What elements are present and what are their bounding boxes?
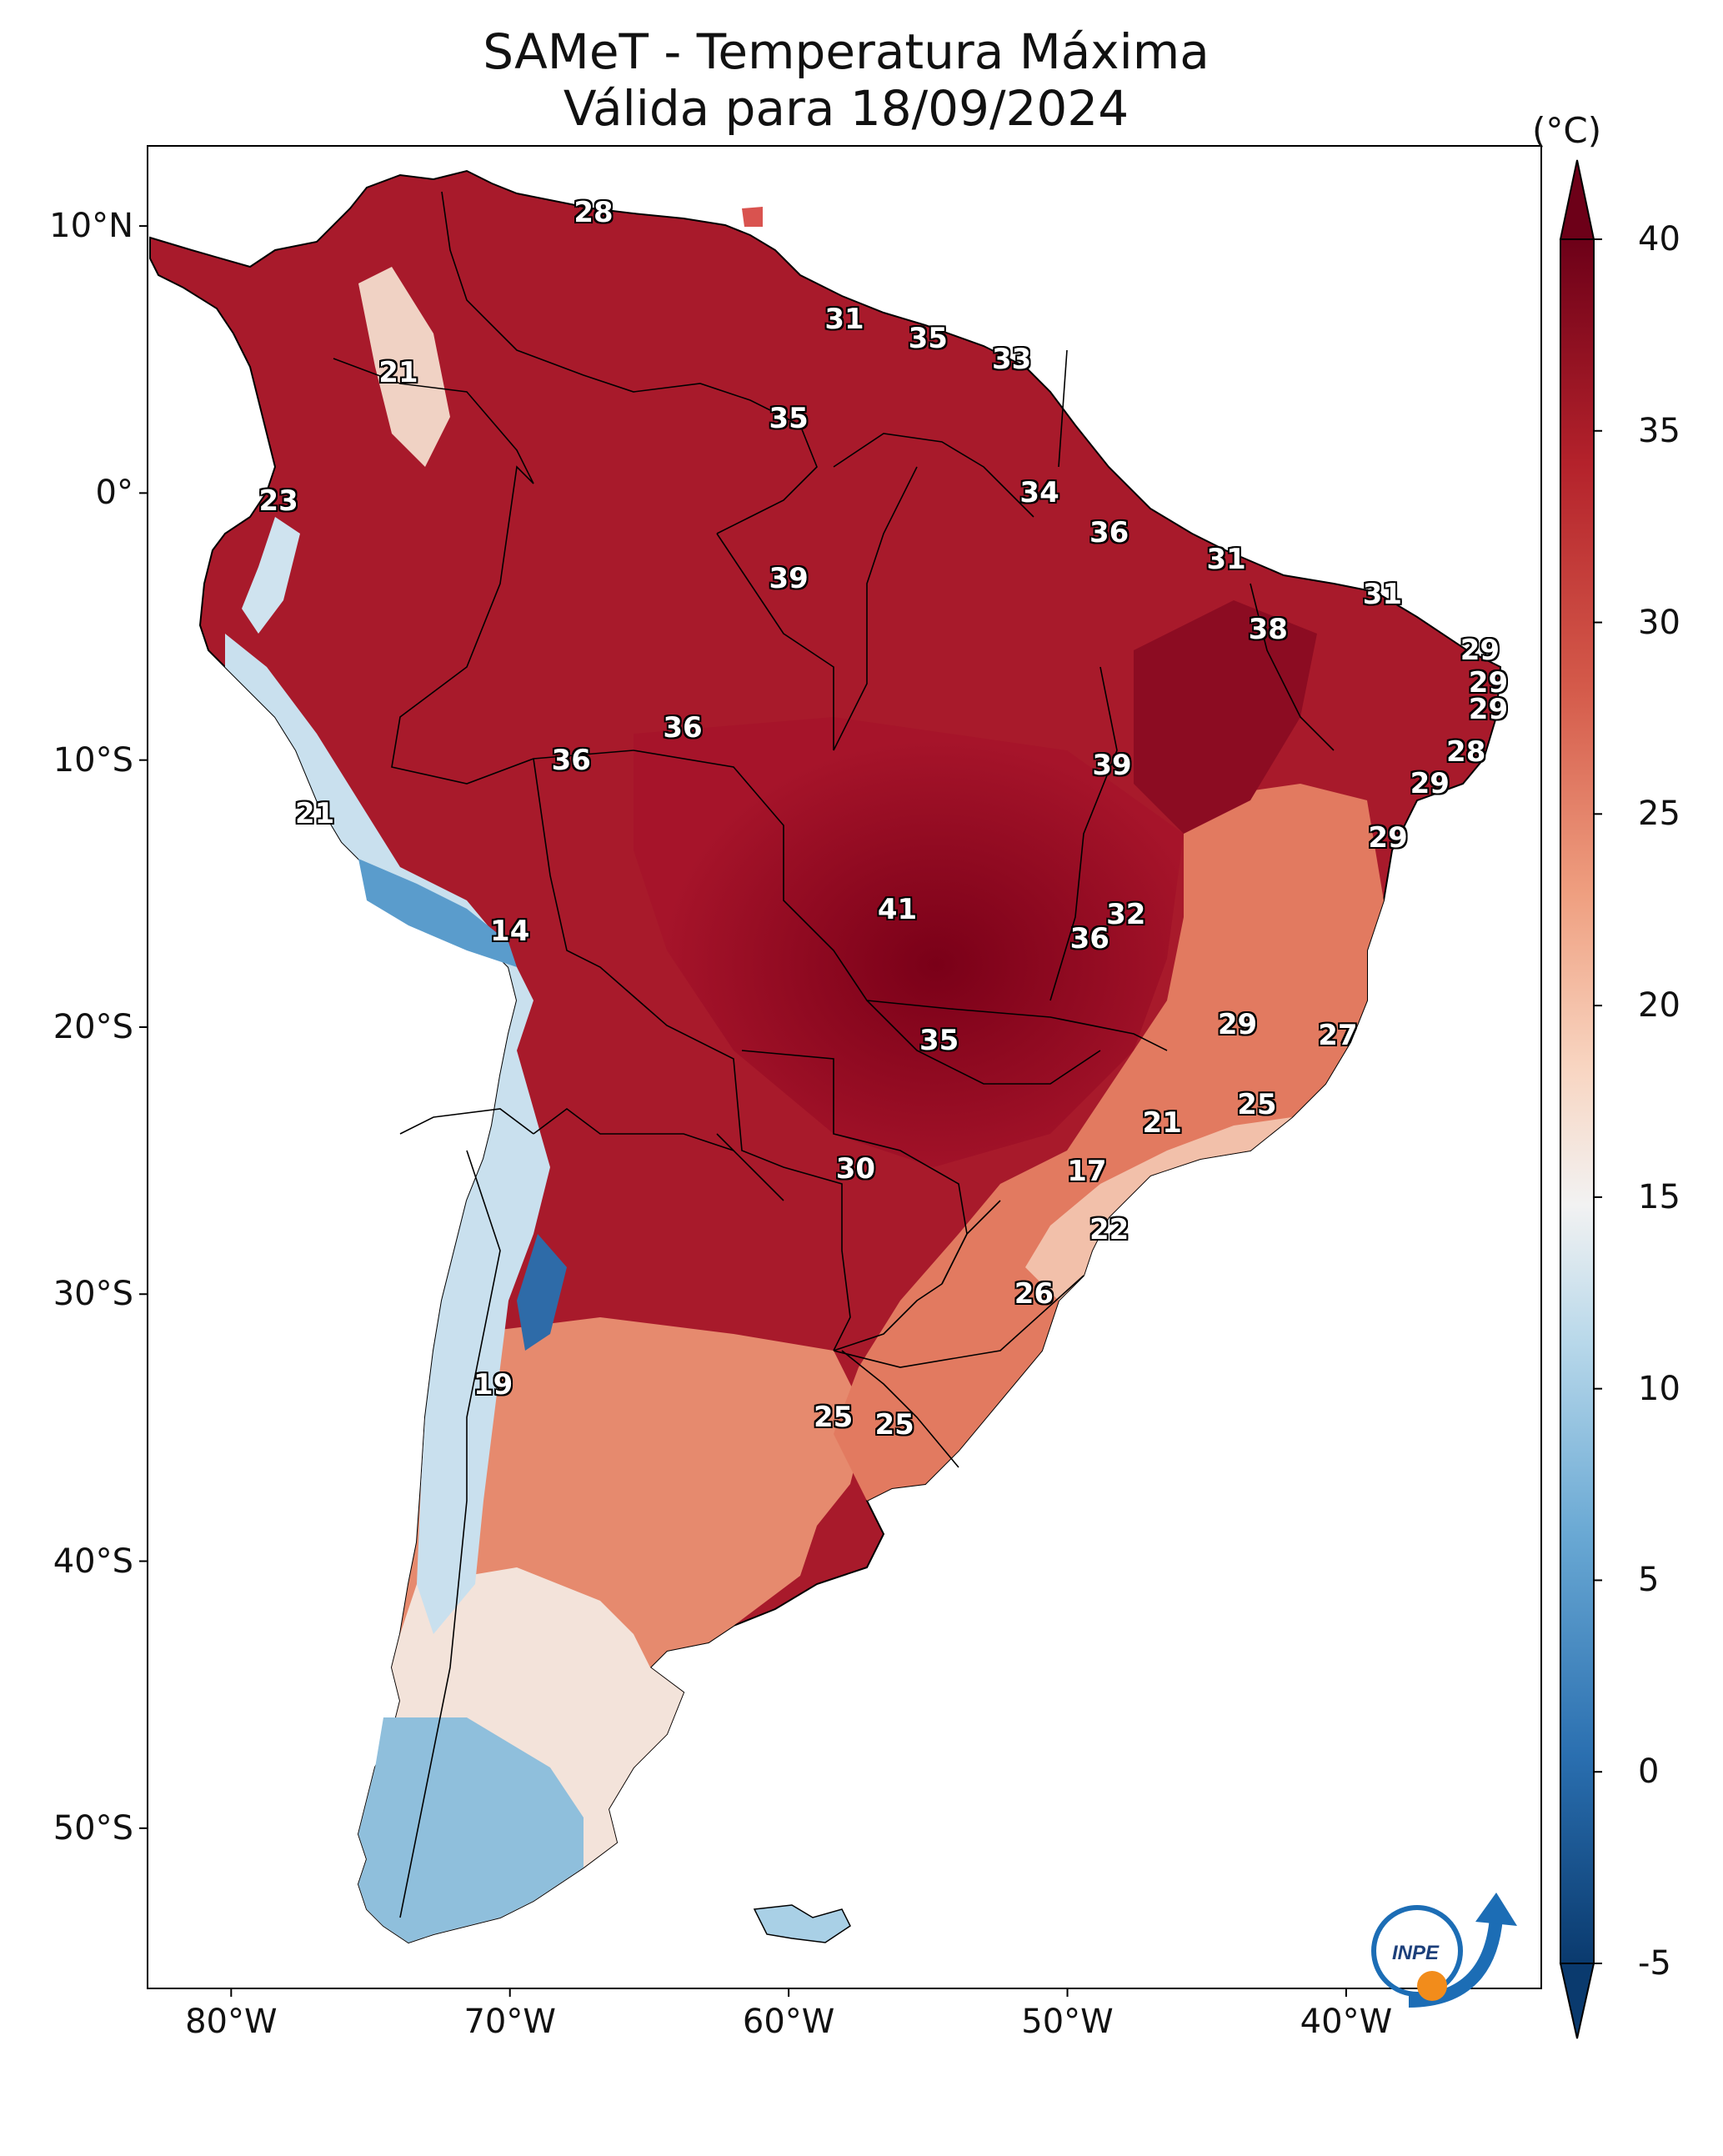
station-temperature-label: 23 (258, 484, 298, 518)
region-hot-core (634, 717, 1184, 1167)
colorbar-tick-label: 25 (1638, 795, 1680, 834)
station-temperature-label: 36 (663, 711, 703, 745)
lon-tick-label: 40°W (1300, 2003, 1393, 2041)
station-temperature-label: 29 (1410, 767, 1450, 801)
station-temperature-label: 21 (378, 356, 418, 390)
region-andes-core (358, 859, 517, 967)
station-temperature-label: 14 (490, 914, 530, 948)
colorbar-tick-label: 30 (1638, 603, 1680, 642)
station-temperature-label: 36 (1069, 922, 1109, 956)
country-borders (333, 191, 1335, 1918)
station-temperature-label: 28 (1446, 735, 1486, 770)
region-andes (225, 634, 550, 1634)
station-temperature-label: 22 (1089, 1213, 1129, 1247)
logo-text: INPE (1392, 1942, 1440, 1964)
colorbar-tick-label: 5 (1638, 1561, 1660, 1600)
station-temperature-label: 29 (1217, 1007, 1258, 1041)
station-temperature-label: 34 (1019, 476, 1059, 510)
station-temperature-label: 25 (874, 1408, 914, 1442)
colorbar (1559, 159, 1602, 2039)
station-temperature-label: 31 (824, 303, 864, 337)
station-temperature-label: 26 (1014, 1277, 1054, 1311)
lon-tick-label: 60°W (742, 2003, 835, 2041)
lat-tick-label: 40°S (53, 1542, 133, 1581)
station-temperature-label: 41 (877, 893, 918, 927)
colorbar-min-extend (1559, 1963, 1595, 2039)
lat-tick-label: 10°S (53, 740, 133, 780)
station-temperature-label: 25 (1237, 1087, 1277, 1121)
lon-tick-label: 70°W (463, 2003, 556, 2041)
colorbar-unit: (°C) (1532, 110, 1602, 151)
station-temperature-label: 25 (813, 1400, 854, 1434)
colorbar-tick-label: 35 (1638, 411, 1680, 450)
region-ecuador-highlands (242, 517, 300, 634)
lat-tick-label: 20°S (53, 1007, 133, 1046)
station-temperature-label: 36 (1089, 516, 1129, 550)
station-temperature-label: 31 (1206, 543, 1246, 577)
station-temperature-label: 38 (1248, 612, 1288, 646)
station-temperature-label: 28 (573, 196, 614, 230)
lat-tick-label: 0° (95, 474, 133, 513)
region-east-brazil (834, 784, 1384, 1501)
region-coast-cool (1025, 1117, 1292, 1301)
lat-tick-label: 10°N (49, 207, 133, 246)
station-temperature-label: 29 (1468, 692, 1509, 726)
station-temperature-label: 29 (1460, 634, 1500, 668)
station-temperature-label: 35 (919, 1023, 959, 1057)
chart-title: SAMeT - Temperatura Máxima (483, 23, 1210, 80)
station-temperature-label: 39 (1092, 749, 1132, 783)
region-andes-deep (517, 1234, 567, 1351)
region-cold-patagonia (358, 1717, 584, 1943)
chart-subtitle: Válida para 18/09/2024 (563, 80, 1129, 137)
station-temperature-label: 36 (551, 743, 591, 777)
colorbar-tick-label: 40 (1638, 220, 1680, 258)
inpe-logo: INPE (1371, 1893, 1517, 2008)
trinidad-island (742, 207, 763, 227)
station-temperature-label: 30 (835, 1151, 876, 1186)
falklands-islands (753, 1904, 851, 1943)
colorbar-tick-label: 0 (1638, 1752, 1660, 1792)
colorbar-tick-label: 10 (1638, 1369, 1680, 1408)
colorbar-scale (1560, 238, 1595, 1964)
station-temperature-label: 35 (769, 401, 809, 435)
station-temperature-label: 29 (1368, 820, 1408, 855)
station-temperature-label: 21 (1142, 1106, 1182, 1141)
region-colombia-highlands (358, 267, 450, 467)
station-temperature-label: 35 (908, 321, 948, 355)
lat-tick-label: 30°S (53, 1275, 133, 1314)
station-temperature-label: 31 (1362, 578, 1403, 612)
lon-tick-label: 50°W (1021, 2003, 1114, 2041)
station-temperature-label: 29 (1468, 665, 1509, 699)
colorbar-max-extend (1559, 159, 1595, 240)
colorbar-tick-label: 15 (1638, 1177, 1680, 1216)
colorbar-tick-label: 20 (1638, 986, 1680, 1025)
station-temperature-label: 27 (1318, 1018, 1358, 1052)
station-temperature-label: 17 (1067, 1154, 1107, 1188)
station-temperature-label: 33 (991, 343, 1032, 377)
lat-tick-label: 50°S (53, 1808, 133, 1848)
station-temperature-label: 39 (769, 561, 809, 595)
station-temperature-label: 19 (473, 1368, 513, 1402)
colorbar-tick-label: -5 (1638, 1944, 1671, 1983)
station-temperature-label: 21 (294, 796, 335, 830)
station-temperature-label: 32 (1106, 898, 1146, 932)
lon-tick-label: 80°W (185, 2003, 278, 2041)
